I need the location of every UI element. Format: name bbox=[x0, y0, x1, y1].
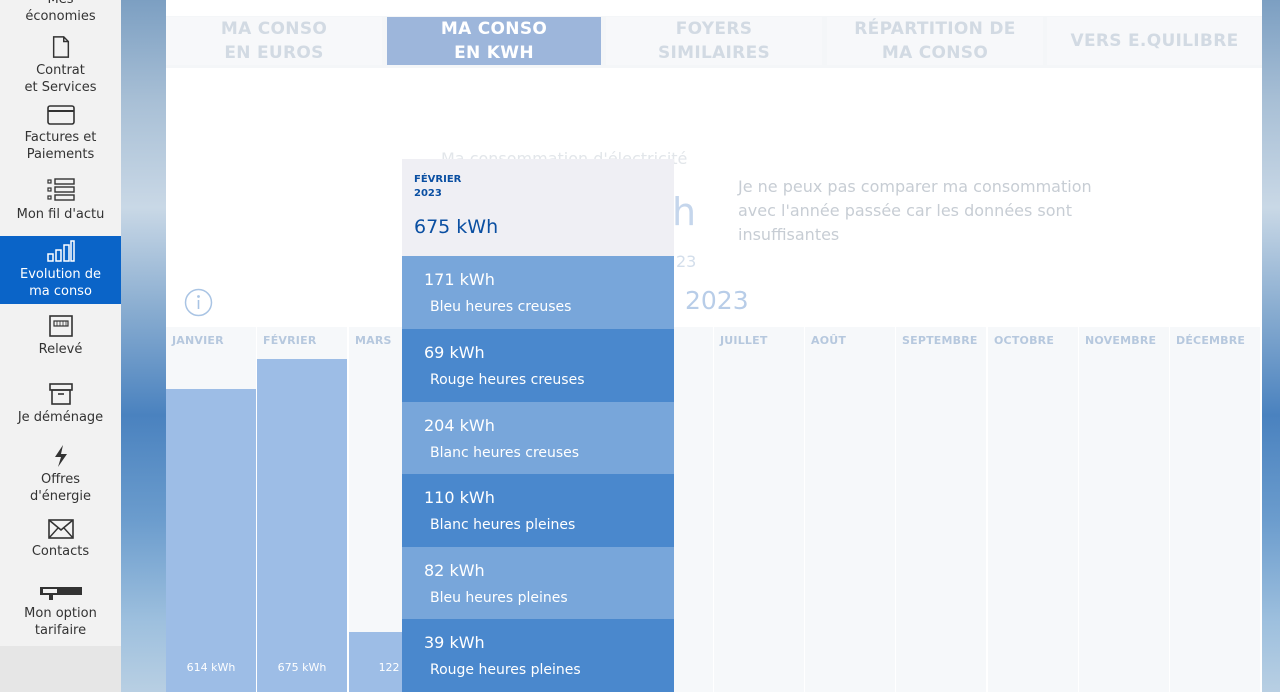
tab-consumption-breakdown[interactable]: RÉPARTITION DE MA CONSO bbox=[827, 17, 1043, 65]
tooltip-segment: 82 kWh Bleu heures pleines bbox=[402, 547, 674, 620]
month-label: OCTOBRE bbox=[994, 334, 1055, 347]
segment-name: Bleu heures creuses bbox=[430, 299, 572, 315]
background-image bbox=[121, 0, 166, 692]
month-label: AOÛT bbox=[811, 334, 847, 347]
month-label: NOVEMBRE bbox=[1085, 334, 1157, 347]
lightning-icon bbox=[54, 445, 67, 467]
tab-label: VERS E.QUILIBRE bbox=[1070, 31, 1239, 51]
month-column[interactable] bbox=[1079, 327, 1169, 692]
sidebar-item-label: Mes économies bbox=[25, 0, 96, 24]
segment-value: 69 kWh bbox=[424, 343, 485, 362]
bar-value-label: 675 kWh bbox=[277, 661, 327, 674]
tab-conso-euros[interactable]: MA CONSO EN EUROS bbox=[166, 17, 382, 65]
segment-value: 171 kWh bbox=[424, 270, 495, 289]
segment-name: Rouge heures pleines bbox=[430, 662, 581, 678]
news-feed-icon bbox=[46, 177, 75, 201]
sidebar-item-label: Evolution de ma conso bbox=[20, 267, 101, 299]
moving-box-icon bbox=[48, 382, 73, 405]
tab-label: FOYERS SIMILAIRES bbox=[657, 19, 771, 63]
segment-name: Blanc heures creuses bbox=[430, 445, 580, 461]
pricing-option-icon bbox=[39, 587, 82, 600]
consumption-bar[interactable] bbox=[257, 359, 347, 692]
tab-equilibre[interactable]: VERS E.QUILIBRE bbox=[1047, 17, 1262, 65]
month-column[interactable] bbox=[988, 327, 1078, 692]
sidebar-item-energy-offers[interactable]: Offres d'énergie bbox=[0, 444, 121, 506]
month-label: MARS bbox=[355, 334, 392, 347]
tooltip-segment: 171 kWh Bleu heures creuses bbox=[402, 256, 674, 329]
background-image-right bbox=[1262, 0, 1280, 692]
sidebar-item-label: Je déménage bbox=[17, 409, 104, 425]
tooltip-segment: 204 kWh Blanc heures creuses bbox=[402, 402, 674, 475]
sidebar-item-savings[interactable]: Mes économies bbox=[0, 0, 121, 28]
meter-icon bbox=[48, 314, 73, 337]
segment-value: 204 kWh bbox=[424, 416, 495, 435]
month-column[interactable] bbox=[805, 327, 895, 692]
month-detail-tooltip: FÉVRIER 2023 675 kWh 171 kWh Bleu heures… bbox=[402, 159, 674, 692]
segment-name: Blanc heures pleines bbox=[430, 517, 576, 533]
month-label: JANVIER bbox=[172, 334, 224, 347]
tooltip-segment: 39 kWh Rouge heures pleines bbox=[402, 619, 674, 692]
sidebar-item-label: Mon fil d'actu bbox=[16, 206, 105, 222]
sidebar-item-contract[interactable]: Contrat et Services bbox=[0, 36, 121, 96]
bar-value-label: 614 kWh bbox=[186, 661, 236, 674]
month-label: FÉVRIER bbox=[263, 334, 317, 347]
sidebar-item-moving[interactable]: Je déménage bbox=[0, 376, 121, 432]
tab-conso-kwh[interactable]: MA CONSO EN KWH bbox=[387, 17, 601, 65]
consumption-year-small: 23 bbox=[676, 252, 697, 271]
sidebar-item-contacts[interactable]: Contacts bbox=[0, 514, 121, 564]
sidebar-item-meter-reading[interactable]: Relevé bbox=[0, 308, 121, 364]
credit-card-icon bbox=[46, 105, 75, 125]
sidebar-item-label: Contacts bbox=[31, 543, 90, 559]
month-label: DÉCEMBRE bbox=[1176, 334, 1246, 347]
sidebar-item-label: Mon option tarifaire bbox=[24, 606, 97, 638]
info-icon[interactable] bbox=[184, 288, 213, 317]
tooltip-segment: 69 kWh Rouge heures creuses bbox=[402, 329, 674, 402]
sidebar-item-label: Factures et Paiements bbox=[24, 130, 97, 162]
month-label: JUILLET bbox=[720, 334, 768, 347]
sidebar-item-invoices[interactable]: Factures et Paiements bbox=[0, 104, 121, 164]
segment-value: 110 kWh bbox=[424, 488, 495, 507]
bar-chart-icon bbox=[46, 240, 75, 262]
sidebar-item-label: Relevé bbox=[38, 341, 83, 357]
tab-similar-households[interactable]: FOYERS SIMILAIRES bbox=[606, 17, 822, 65]
sidebar: Mes économies Contrat et Services Factur… bbox=[0, 0, 121, 646]
tab-label: MA CONSO EN KWH bbox=[440, 19, 548, 63]
tooltip-segment: 110 kWh Blanc heures pleines bbox=[402, 474, 674, 547]
tab-label: RÉPARTITION DE MA CONSO bbox=[854, 19, 1016, 63]
month-column[interactable] bbox=[714, 327, 804, 692]
month-column[interactable] bbox=[896, 327, 986, 692]
tooltip-month: FÉVRIER 2023 bbox=[414, 174, 462, 199]
tooltip-total: 675 kWh bbox=[414, 216, 499, 238]
segment-value: 39 kWh bbox=[424, 633, 485, 652]
month-label: SEPTEMBRE bbox=[902, 334, 978, 347]
bar-value-label: 122 k bbox=[378, 661, 410, 674]
tooltip-header bbox=[402, 159, 674, 256]
consumption-bar[interactable] bbox=[166, 389, 256, 692]
segment-name: Bleu heures pleines bbox=[430, 590, 568, 606]
sidebar-item-pricing-option[interactable]: Mon option tarifaire bbox=[0, 582, 121, 642]
year-selector[interactable]: 2023 bbox=[685, 286, 749, 315]
segment-value: 82 kWh bbox=[424, 561, 485, 580]
sidebar-footer bbox=[0, 646, 121, 692]
segment-name: Rouge heures creuses bbox=[430, 372, 585, 388]
sidebar-item-consumption-evolution[interactable]: Evolution de ma conso bbox=[0, 236, 121, 304]
tab-label: MA CONSO EN EUROS bbox=[220, 19, 328, 63]
sidebar-item-label: Contrat et Services bbox=[24, 63, 97, 95]
envelope-icon bbox=[47, 518, 74, 539]
sidebar-item-news-feed[interactable]: Mon fil d'actu bbox=[0, 172, 121, 228]
consumption-total-unit: h bbox=[672, 190, 697, 234]
sidebar-item-label: Offres d'énergie bbox=[29, 472, 92, 504]
month-column[interactable] bbox=[1170, 327, 1260, 692]
comparison-message: Je ne peux pas comparer ma consommation … bbox=[738, 177, 1092, 244]
document-icon bbox=[52, 36, 69, 58]
